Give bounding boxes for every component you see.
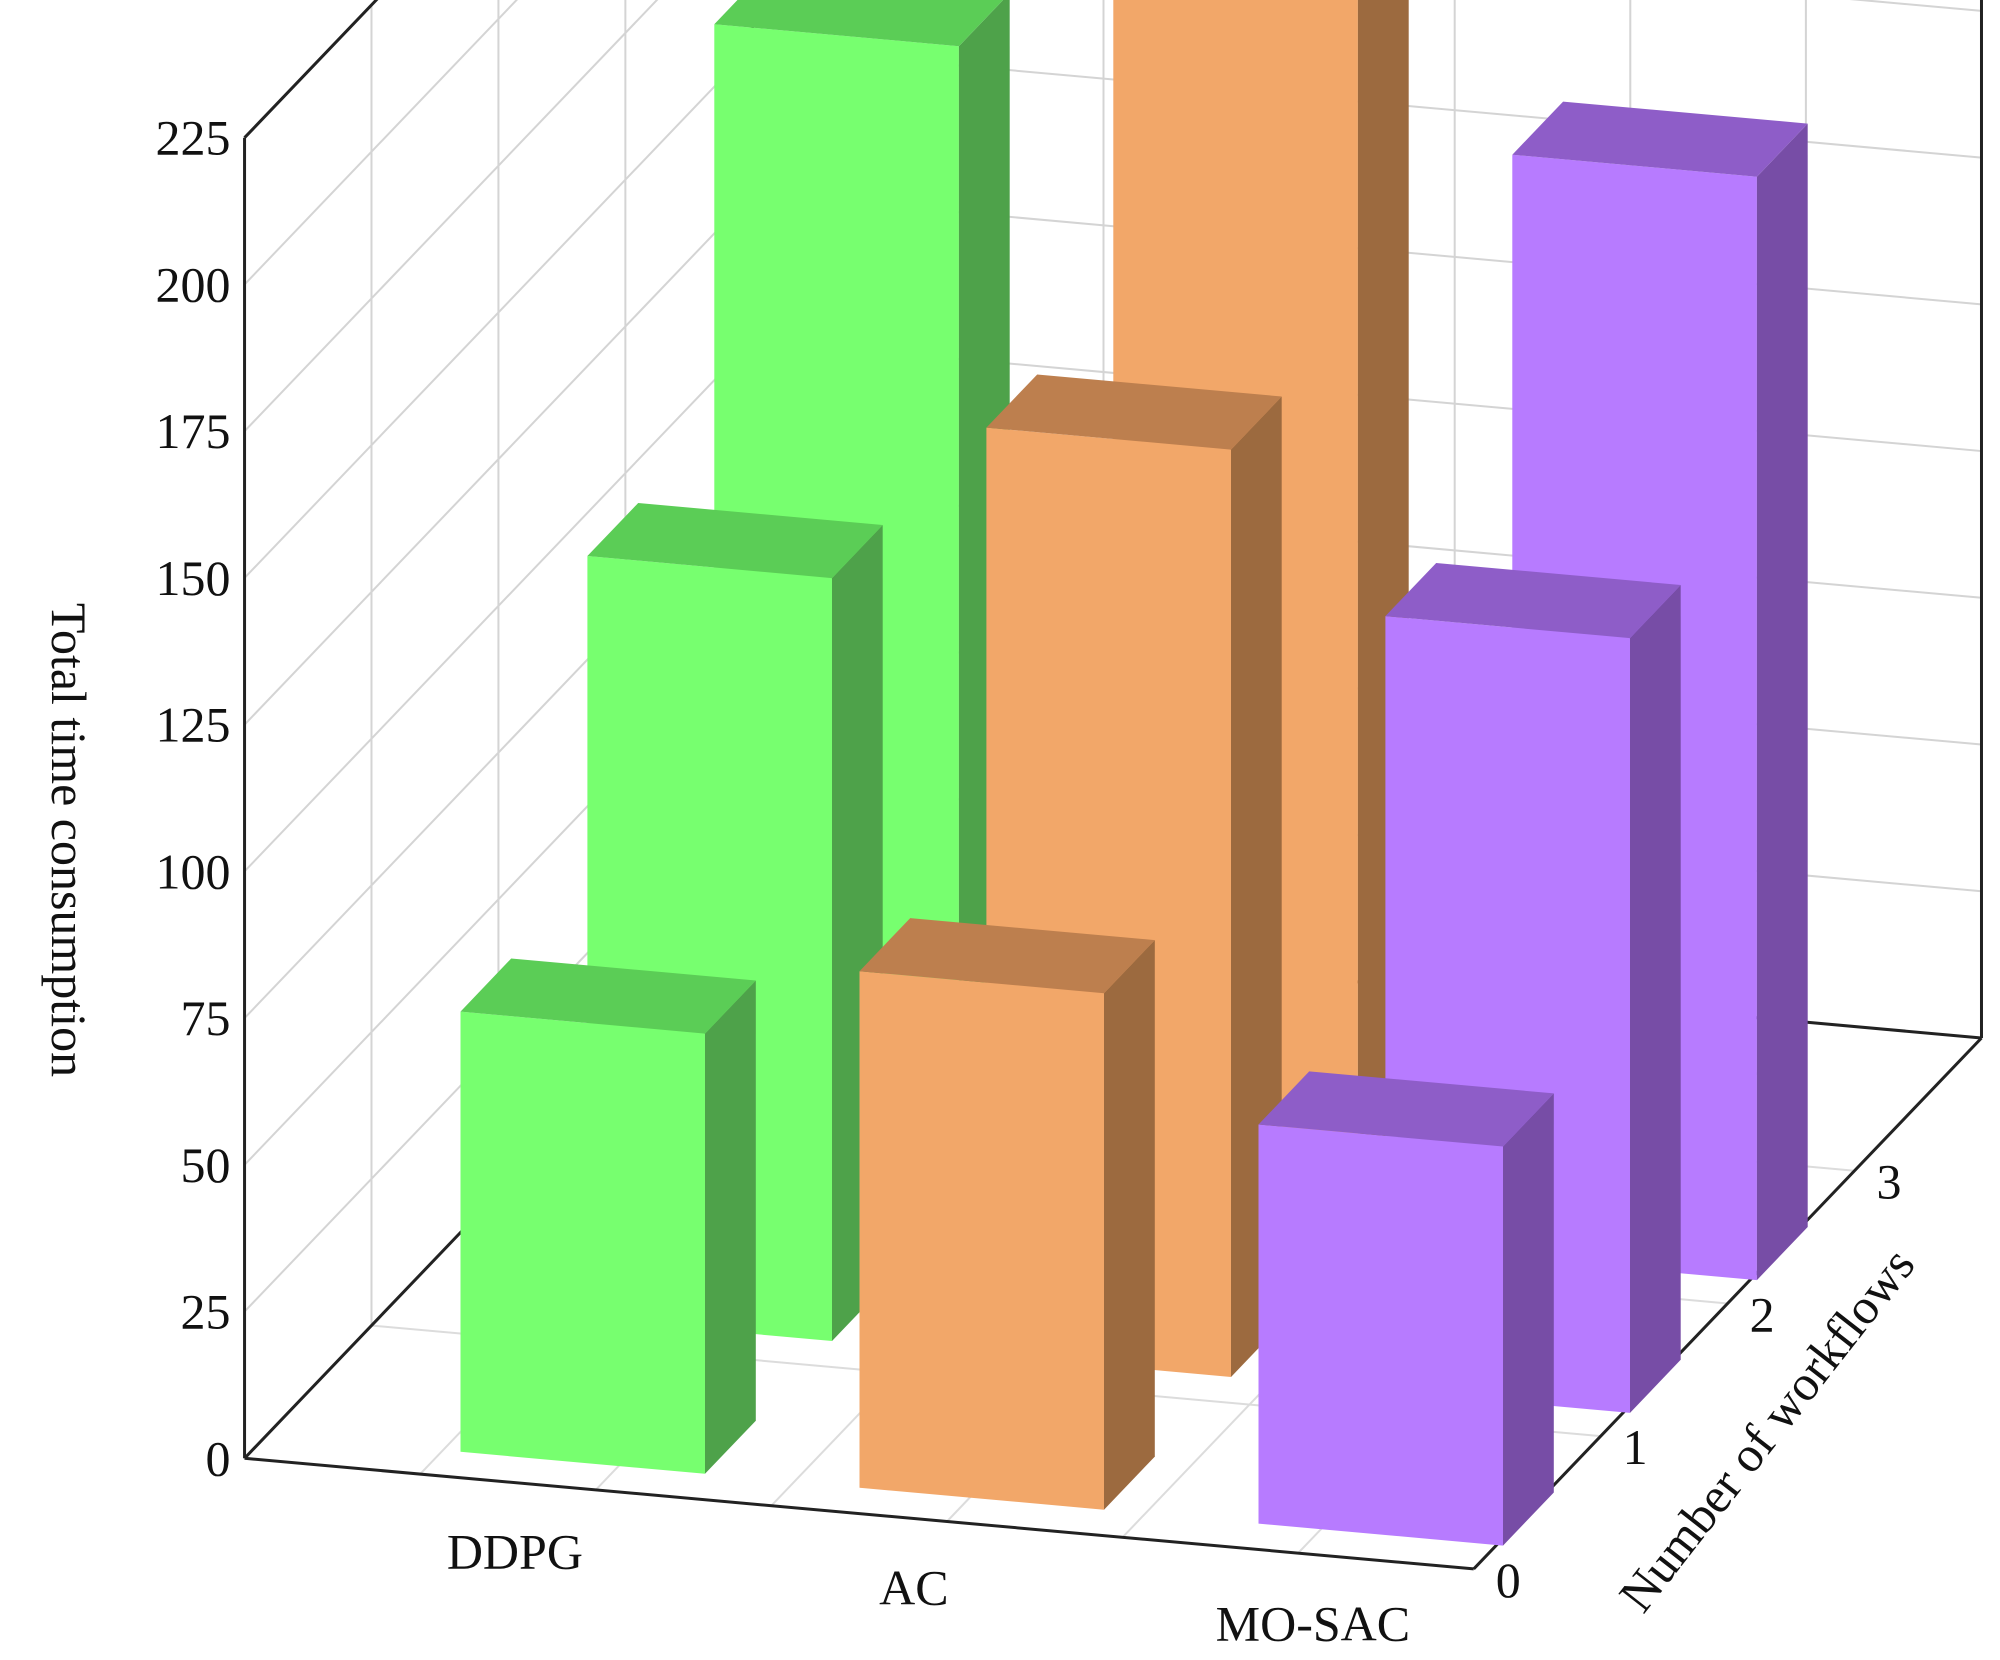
z-axis-label: Total time consumption bbox=[41, 603, 97, 1077]
bar-front-face bbox=[460, 1011, 705, 1474]
z-tick-label: 50 bbox=[181, 1137, 231, 1193]
z-tick-label: 225 bbox=[156, 110, 231, 166]
bar-top-face bbox=[1512, 101, 1808, 177]
bar-top-face bbox=[1385, 563, 1681, 639]
bar-side-face bbox=[1104, 940, 1155, 1510]
y-tick-label: 0 bbox=[1496, 1552, 1521, 1608]
y-tick-label: 1 bbox=[1623, 1419, 1648, 1475]
category-label: DDPG bbox=[447, 1524, 583, 1580]
z-tick-label: 100 bbox=[156, 843, 231, 899]
bar-side-face bbox=[1756, 123, 1808, 1281]
top-left-edge bbox=[243, 0, 379, 139]
z-tick-label: 75 bbox=[181, 990, 231, 1046]
x-axis-line bbox=[244, 1456, 1474, 1571]
y-tick-label: 3 bbox=[1877, 1154, 1902, 1210]
bars-layer bbox=[460, 0, 1808, 1546]
bar-top-face bbox=[460, 958, 756, 1034]
category-label: AC bbox=[879, 1560, 948, 1616]
bar-top-face bbox=[986, 374, 1282, 450]
bar-ac-1 bbox=[859, 918, 1155, 1510]
category-label: MO-SAC bbox=[1216, 1595, 1410, 1651]
z-tick-label: 175 bbox=[156, 403, 231, 459]
bar-top-face bbox=[587, 503, 883, 579]
z-tick-label: 125 bbox=[156, 697, 231, 753]
y-tick-label: 2 bbox=[1750, 1286, 1775, 1342]
z-tick-label: 25 bbox=[181, 1284, 231, 1340]
bar-top-face bbox=[714, 0, 1004, 47]
bar-front-face bbox=[1258, 1124, 1503, 1546]
bar-side-face bbox=[705, 980, 756, 1474]
y-axis-line bbox=[1472, 1036, 1983, 1570]
z-tick-label: 200 bbox=[156, 256, 231, 312]
z-tick-label: 150 bbox=[156, 550, 231, 606]
bar-top-face bbox=[859, 918, 1155, 994]
bar-side-face bbox=[1503, 1093, 1554, 1546]
z-tick-label: 0 bbox=[206, 1430, 231, 1486]
bar-side-face bbox=[1630, 585, 1681, 1413]
bar-mo-sac-1 bbox=[1258, 1071, 1554, 1546]
bar-top-face bbox=[1258, 1071, 1554, 1147]
bar-front-face bbox=[859, 971, 1104, 1510]
bar-ddpg-1 bbox=[460, 958, 756, 1474]
